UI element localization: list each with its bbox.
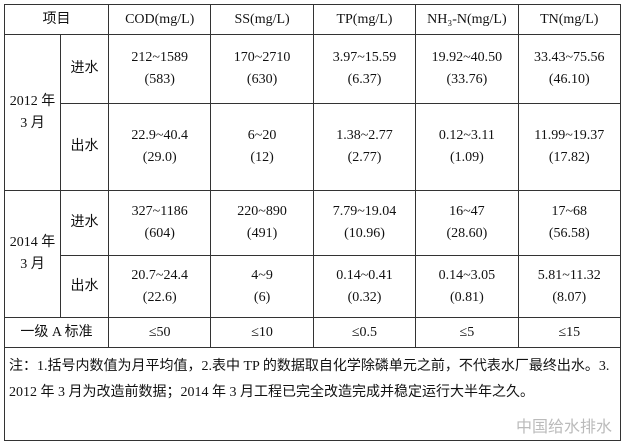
range: 0.14~0.41: [336, 267, 393, 283]
data-cell: 6~20 (12): [210, 103, 314, 191]
mean: (12): [250, 150, 274, 165]
range: 0.12~3.11: [438, 128, 495, 143]
range: 0.14~3.05: [438, 267, 496, 283]
mean: (56.58): [548, 226, 590, 241]
row-label: 出水: [60, 103, 109, 191]
data-cell: 170~2710 (630): [210, 34, 314, 104]
data-cell: 1.38~2.77 (2.77): [312, 103, 417, 191]
mean: (22.6): [142, 289, 177, 305]
mean: (604): [144, 226, 175, 241]
range: 3.97~15.59: [332, 50, 397, 65]
standard-value: ≤5: [415, 317, 519, 348]
mean: (0.81): [449, 289, 484, 305]
data-table: 项目 COD(mg/L) SS(mg/L) TP(mg/L) NH₃-N(mg/L) TN…: [4, 4, 622, 441]
standard-value: ≤50: [107, 317, 212, 348]
standard-label: 一级 A 标准: [4, 317, 109, 348]
range: 33.43~75.56: [533, 50, 605, 65]
header-row: 项目 COD(mg/L) SS(mg/L) TP(mg/L) NH₃-N(mg/L) TN…: [4, 4, 622, 35]
data-cell: 0.14~3.05 (0.81): [415, 255, 519, 318]
range: 17~68: [551, 204, 588, 219]
standard-value: ≤15: [517, 317, 622, 348]
data-cell: 16~47 (28.60): [415, 190, 519, 256]
data-cell: 22.9~40.4 (29.0): [107, 103, 212, 191]
range: 5.81~11.32: [537, 267, 601, 283]
range: 19.92~40.50: [431, 50, 503, 65]
row-label: 出水: [60, 255, 109, 318]
header-cell: TN(mg/L): [517, 4, 622, 35]
data-cell: 11.99~19.37 (17.82): [517, 103, 622, 191]
data-row: 出水 22.9~40.4 (29.0) 6~20 (12) 1.38~2.77 (2.77)…: [5, 103, 622, 191]
range: 20.7~24.4: [131, 267, 188, 283]
data-cell: 19.92~40.50 (33.76): [415, 34, 519, 104]
data-cell: 20.7~24.4 (22.6): [107, 255, 212, 318]
mean: (491): [246, 226, 278, 241]
standard-row: 一级 A 标准 ≤50 ≤10 ≤0.5 ≤5 ≤15: [4, 317, 622, 348]
data-row: 2014 年 3 月进水 327~1186 (604) 220~890 (491) 7.7…: [4, 190, 622, 318]
standard-value: ≤0.5: [312, 317, 417, 348]
group-label: 2014 年 3 月: [4, 190, 61, 318]
mean: (33.76): [446, 72, 488, 87]
range: 16~47: [449, 204, 485, 219]
note-row: 注：1.括号内数值为月平均值，2.表中 TP 的数据取自化学除磷单元之前，不代表…: [4, 347, 621, 441]
watermark: 中国给水排水: [515, 417, 612, 436]
mean: (28.60): [446, 226, 488, 241]
mean: (2.77): [347, 150, 382, 165]
data-cell: 7.79~19.04 (10.96): [312, 190, 417, 256]
range: 6~20: [247, 128, 277, 143]
note: 注：1.括号内数值为月平均值，2.表中 TP 的数据取自化学除磷单元之前，不代表…: [4, 347, 621, 441]
data-cell: 220~890 (491): [210, 190, 314, 256]
range: 22.9~40.4: [131, 128, 188, 143]
range: 4~9: [251, 267, 273, 283]
data-row: 出水 20.7~24.4 (22.6) 4~9 (6) 0.14~0.41 (0.32) 0.…: [5, 255, 622, 318]
header-cell: TP(mg/L): [312, 4, 417, 35]
header-cell: 项目: [4, 4, 109, 35]
row-label: 进水: [60, 190, 109, 256]
mean: (10.96): [344, 226, 385, 241]
mean: (29.0): [142, 150, 177, 165]
data-cell: 327~1186 (604): [107, 190, 212, 256]
data-cell: 4~9 (6): [210, 255, 314, 318]
header-cell: NH₃-N(mg/L): [415, 4, 519, 35]
data-cell: 3.97~15.59 (6.37): [312, 34, 417, 104]
row-label: 进水: [60, 34, 109, 104]
mean: (0.32): [347, 289, 382, 305]
data-cell: 17~68 (56.58): [517, 190, 622, 256]
range: 212~1589: [131, 50, 188, 65]
range: 170~2710: [233, 50, 291, 65]
mean: (6.37): [347, 72, 382, 87]
header-cell: SS(mg/L): [210, 4, 314, 35]
data-cell: 212~1589 (583): [107, 34, 212, 104]
group-label: 2012 年 3 月: [4, 34, 61, 191]
mean: (17.82): [548, 150, 590, 165]
data-cell: 0.14~0.41 (0.32): [312, 255, 417, 318]
range: 220~890: [237, 204, 287, 219]
data-cell: 0.12~3.11 (1.09): [415, 103, 519, 191]
data-cell: 33.43~75.56 (46.10): [517, 34, 622, 104]
mean: (46.10): [548, 72, 590, 87]
data-cell: 5.81~11.32 (8.07): [517, 255, 622, 318]
mean: (8.07): [552, 289, 587, 305]
standard-value: ≤10: [210, 317, 314, 348]
range: 1.38~2.77: [336, 128, 393, 143]
mean: (630): [246, 72, 278, 87]
header-cell: COD(mg/L): [107, 4, 212, 35]
mean: (6): [253, 289, 271, 305]
range: 327~1186: [131, 204, 188, 219]
mean: (1.09): [449, 150, 484, 165]
range: 7.79~19.04: [332, 204, 397, 219]
mean: (583): [144, 72, 175, 87]
range: 11.99~19.37: [534, 128, 605, 143]
data-row: 2012 年 3 月进水 212~1589 (583) 170~2710 (630) 3.…: [4, 34, 622, 191]
